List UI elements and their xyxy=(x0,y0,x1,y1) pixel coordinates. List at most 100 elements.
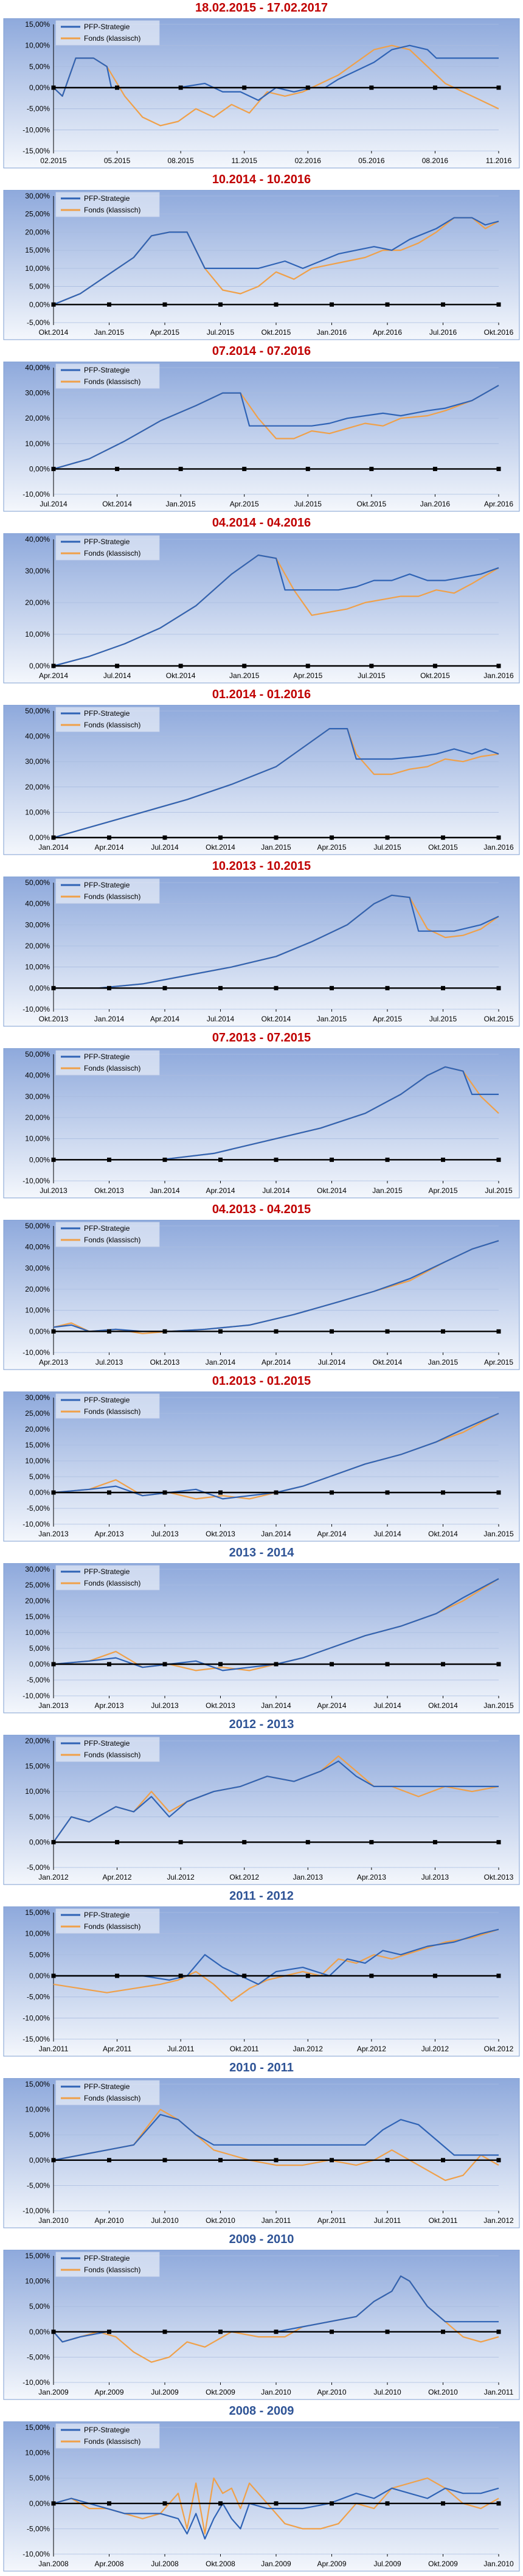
zero-line-marker xyxy=(178,663,183,668)
y-tick-label: 40,00% xyxy=(25,732,50,741)
x-tick-label: Apr.2014 xyxy=(262,1358,291,1367)
zero-line-marker xyxy=(305,1839,310,1844)
legend-box xyxy=(55,1737,160,1762)
y-tick-label: -5,00% xyxy=(27,1863,50,1872)
chart-title: 01.2013 - 01.2015 xyxy=(212,1374,311,1388)
x-tick-label: Okt.2014 xyxy=(428,1701,458,1710)
zero-line-marker xyxy=(385,985,390,990)
zero-line-marker xyxy=(162,1329,167,1334)
zero-line-marker xyxy=(385,1329,390,1334)
x-tick-label: Jan.2011 xyxy=(39,2045,69,2053)
x-tick-label: Jul.2011 xyxy=(167,2045,195,2053)
zero-line-marker xyxy=(218,2329,223,2334)
zero-line-marker xyxy=(242,85,247,90)
zero-line-marker xyxy=(51,85,56,90)
legend-box xyxy=(55,1565,160,1591)
x-tick-label: Jul.2012 xyxy=(421,2045,449,2053)
zero-line-marker xyxy=(432,1973,437,1978)
y-tick-label: -10,00% xyxy=(23,2550,50,2558)
legend-label-fund: Fonds (klassisch) xyxy=(84,2094,140,2102)
x-tick-label: Okt.2015 xyxy=(484,1015,514,1023)
y-tick-label: 50,00% xyxy=(25,1050,50,1059)
zero-line-marker xyxy=(496,302,501,307)
y-tick-label: 0,00% xyxy=(29,833,50,842)
legend-label-fund: Fonds (klassisch) xyxy=(84,1922,140,1931)
strategy-series-line xyxy=(53,1578,499,1671)
legend-box xyxy=(55,1222,160,1247)
y-tick-label: 30,00% xyxy=(25,192,50,200)
chart-title: 2011 - 2012 xyxy=(229,1889,294,1903)
zero-line-marker xyxy=(218,1662,223,1667)
legend-label-fund: Fonds (klassisch) xyxy=(84,2266,140,2274)
legend-label-fund: Fonds (klassisch) xyxy=(84,206,140,214)
zero-line-marker xyxy=(432,466,437,471)
strategy-series-line xyxy=(53,554,499,667)
y-tick-label: 40,00% xyxy=(25,535,50,544)
x-tick-label: Jul.2014 xyxy=(373,1701,401,1710)
y-tick-label: -10,00% xyxy=(23,1177,50,1185)
zero-line-marker xyxy=(178,85,183,90)
zero-line-marker xyxy=(441,1662,445,1667)
zero-line-marker xyxy=(162,1662,167,1667)
zero-line-marker xyxy=(274,835,279,840)
x-tick-label: Apr.2013 xyxy=(357,1873,386,1881)
x-tick-label: Jan.2008 xyxy=(38,2560,69,2568)
x-tick-label: Okt.2013 xyxy=(94,1186,124,1195)
legend-label-strategy: PFP-Strategie xyxy=(84,2426,130,2434)
y-tick-label: 30,00% xyxy=(25,1565,50,1573)
x-tick-label: Okt.2015 xyxy=(428,843,458,852)
y-tick-label: 10,00% xyxy=(25,1787,50,1796)
x-tick-label: Jul.2014 xyxy=(373,1530,401,1538)
zero-line-marker xyxy=(369,663,374,668)
y-tick-label: 15,00% xyxy=(25,1762,50,1771)
y-tick-label: 5,00% xyxy=(29,1472,50,1481)
x-tick-label: Jan.2010 xyxy=(261,2388,291,2396)
chart-title: 2009 - 2010 xyxy=(229,2233,294,2246)
y-tick-label: 20,00% xyxy=(25,598,50,607)
legend-label-strategy: PFP-Strategie xyxy=(84,537,130,546)
zero-line-marker xyxy=(218,985,223,990)
y-tick-label: -15,00% xyxy=(23,2035,50,2043)
y-tick-label: 0,00% xyxy=(29,464,50,473)
zero-line-marker xyxy=(432,85,437,90)
zero-line-marker xyxy=(218,1329,223,1334)
zero-line-marker xyxy=(441,2501,445,2506)
zero-line-marker xyxy=(218,2158,223,2163)
x-tick-label: Okt.2015 xyxy=(420,671,450,680)
x-tick-label: 11.2016 xyxy=(486,156,512,165)
zero-line-marker xyxy=(496,2329,501,2334)
y-tick-label: 20,00% xyxy=(25,1737,50,1745)
y-tick-label: 5,00% xyxy=(29,2474,50,2482)
y-tick-label: 5,00% xyxy=(29,2302,50,2311)
legend-label-fund: Fonds (klassisch) xyxy=(84,377,140,386)
chart-title: 07.2013 - 07.2015 xyxy=(212,1031,311,1045)
zero-line-marker xyxy=(441,1329,445,1334)
chart-svg: 15,00%10,00%5,00%0,00%-5,00%-10,00%Jan.2… xyxy=(3,2250,520,2400)
y-tick-label: 10,00% xyxy=(25,2105,50,2114)
chart-panel: 04.2014 - 04.2016 40,00% 30,00% 20,00% 10,00… xyxy=(0,515,523,687)
x-tick-label: Jul.2008 xyxy=(151,2560,179,2568)
legend-label-strategy: PFP-Strategie xyxy=(84,23,130,31)
zero-line-marker xyxy=(305,1973,310,1978)
x-tick-label: Apr.2010 xyxy=(94,2216,123,2225)
y-tick-label: 20,00% xyxy=(25,414,50,422)
x-tick-label: Apr.2014 xyxy=(317,1530,346,1538)
zero-line-marker xyxy=(274,2329,279,2334)
y-tick-label: 10,00% xyxy=(25,1628,50,1637)
x-tick-label: Okt.2014 xyxy=(206,843,235,852)
zero-line-marker xyxy=(330,835,334,840)
zero-line-marker xyxy=(242,466,247,471)
x-tick-label: Jan.2015 xyxy=(317,1015,347,1023)
x-tick-label: Jan.2016 xyxy=(483,843,514,852)
x-tick-label: Okt.2016 xyxy=(484,328,514,337)
y-tick-label: 10,00% xyxy=(25,1306,50,1315)
zero-line-marker xyxy=(369,1839,374,1844)
y-tick-label: 30,00% xyxy=(25,389,50,397)
x-tick-label: Okt.2015 xyxy=(262,328,291,337)
zero-line-marker xyxy=(107,2329,111,2334)
x-tick-label: Jul.2014 xyxy=(103,671,131,680)
x-tick-label: Okt.2014 xyxy=(102,500,132,508)
zero-line-marker xyxy=(432,1839,437,1844)
chart-svg: 15,00% 10,00% 5,00% 0,00% -5,00% -10,00% -15,0… xyxy=(3,1906,520,2057)
